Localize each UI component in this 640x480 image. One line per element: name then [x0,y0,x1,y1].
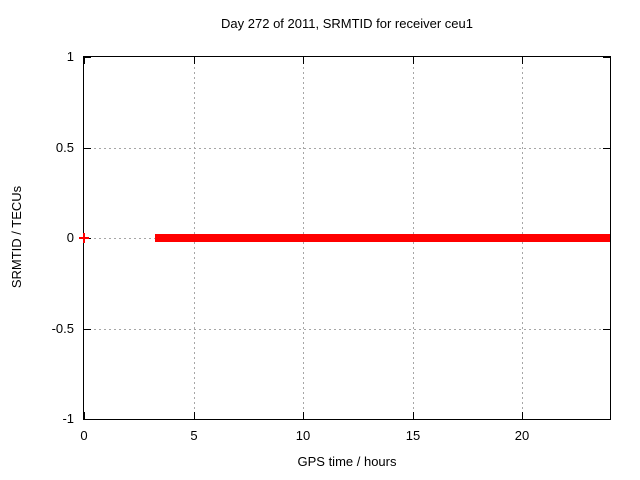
x-tick-top [303,57,304,64]
x-axis-label: GPS time / hours [297,454,397,469]
y-tick-left [84,329,91,330]
chart-title: Day 272 of 2011, SRMTID for receiver ceu… [221,16,473,31]
series-line [155,234,610,242]
x-tick-bottom [303,412,304,419]
y-tick-label: -1 [62,411,74,426]
x-tick-bottom [84,412,85,419]
y-tick-right [603,419,610,420]
y-tick-left [84,419,91,420]
x-tick-top [84,57,85,64]
y-tick-right [603,57,610,58]
y-tick-left [84,57,91,58]
x-tick-top [194,57,195,64]
y-tick-right [603,148,610,149]
y-tick-right [603,329,610,330]
x-tick-label: 0 [80,428,88,443]
y-gridline [84,329,610,330]
marker-vbar [83,233,85,243]
y-tick-left [84,148,91,149]
x-tick-label: 20 [514,428,530,443]
x-tick-label: 15 [405,428,421,443]
x-tick-label: 5 [190,428,198,443]
series-point-marker [79,233,89,243]
y-gridline [84,148,610,149]
x-tick-label: 10 [295,428,311,443]
plot-area [79,56,611,420]
x-tick-top [522,57,523,64]
y-tick-label: 1 [66,49,74,64]
y-tick-label: -0.5 [51,321,74,336]
y-tick-label: 0.5 [55,140,74,155]
x-tick-bottom [413,412,414,419]
x-tick-bottom [194,412,195,419]
x-tick-bottom [522,412,523,419]
y-tick-label: 0 [66,230,74,245]
x-tick-top [413,57,414,64]
